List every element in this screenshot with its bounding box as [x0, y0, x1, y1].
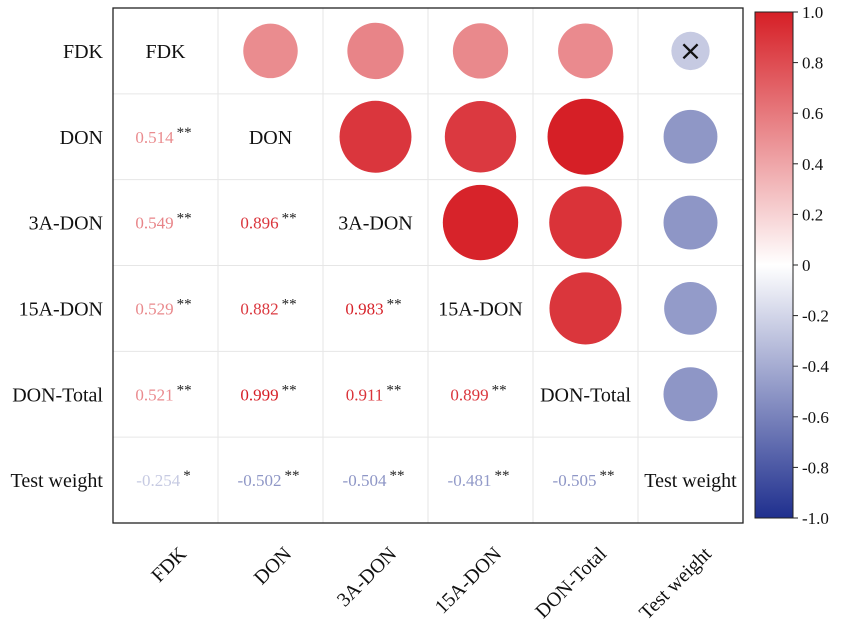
corr-value: 0.514 — [135, 128, 174, 147]
significance-marker: ** — [177, 125, 192, 141]
significance-marker: ** — [387, 296, 402, 312]
y-tick-label: DON — [60, 127, 103, 149]
colorbar-tick-label: -0.6 — [802, 408, 829, 427]
x-axis-labels: FDK DON 3A-DON 15A-DON DON-Total Test weight — [147, 543, 716, 624]
colorbar-tick-label: 0.2 — [802, 205, 823, 224]
corr-value: -0.502 — [238, 471, 282, 490]
colorbar-tick-label: 0.6 — [802, 104, 823, 123]
nonsignificant-cross: × — [679, 34, 702, 67]
corr-circle — [444, 101, 517, 173]
corr-value: 0.529 — [135, 299, 173, 318]
x-tick-label: 15A-DON — [431, 543, 506, 618]
corr-circle — [243, 23, 298, 79]
colorbar-tick-label: 0.8 — [802, 54, 823, 73]
significance-marker: ** — [282, 211, 297, 227]
corr-value-label: 0.911 ** — [346, 382, 402, 404]
corr-value-label: 0.514 ** — [135, 125, 191, 147]
corr-value-label: 0.896 ** — [240, 211, 296, 233]
significance-marker: ** — [599, 468, 614, 484]
corr-value: 0.911 — [346, 385, 384, 404]
grid-layer — [113, 8, 743, 523]
colorbar-tick-label: -1.0 — [802, 509, 829, 528]
y-tick-label: 3A-DON — [29, 213, 103, 235]
corr-value: 0.521 — [135, 385, 173, 404]
x-tick-label: DON — [250, 543, 296, 589]
colorbar: 1.0 0.8 0.6 0.4 0.2 0 -0.2 -0.4 -0.6 -0.8 -1.0 — [754, 3, 829, 528]
corr-value-label: -0.504 ** — [343, 468, 405, 490]
significance-marker: ** — [177, 211, 192, 227]
corr-circle — [549, 272, 622, 345]
corr-circle — [663, 367, 718, 422]
corr-circle — [671, 31, 710, 71]
corr-value: 0.896 — [240, 214, 278, 233]
corr-value: 0.882 — [240, 299, 278, 318]
corr-value-label: -0.481 ** — [448, 468, 510, 490]
y-axis-labels: FDK DON 3A-DON 15A-DON DON-Total Test weight — [11, 41, 104, 492]
significance-marker: ** — [177, 296, 192, 312]
corr-value: -0.481 — [448, 471, 492, 490]
corr-value-label: 0.521 ** — [135, 382, 191, 404]
corr-value-label: 0.529 ** — [135, 296, 191, 318]
corr-value: -0.504 — [343, 471, 387, 490]
significance-marker: ** — [282, 382, 297, 398]
y-tick-label: FDK — [63, 41, 104, 63]
corr-value-label: 0.999 ** — [240, 382, 296, 404]
x-tick-label: FDK — [147, 543, 191, 587]
corr-circle — [549, 186, 622, 259]
corr-value: 0.549 — [135, 214, 173, 233]
plot-frame — [112, 7, 744, 524]
colorbar-tick-label: -0.8 — [802, 458, 829, 477]
diagonal-label: 15A-DON — [438, 298, 522, 320]
corr-value: 0.899 — [450, 385, 488, 404]
significance-marker: ** — [389, 468, 404, 484]
corr-circle — [558, 23, 613, 79]
corr-circle — [664, 282, 717, 335]
x-tick-label: Test weight — [635, 543, 716, 624]
diagonal-label: FDK — [145, 41, 186, 63]
corr-value-label: 0.549 ** — [135, 211, 191, 233]
significance-marker: ** — [177, 382, 192, 398]
corr-value-label: 0.983 ** — [345, 296, 401, 318]
corr-value: 0.983 — [345, 299, 383, 318]
diagonal-label: Test weight — [644, 470, 737, 492]
significance-marker: ** — [386, 382, 401, 398]
corr-circle — [347, 22, 404, 80]
circle-layer — [243, 22, 718, 422]
significance-marker: ** — [282, 296, 297, 312]
significance-marker: ** — [494, 468, 509, 484]
corr-value: -0.505 — [553, 471, 597, 490]
y-tick-label: DON-Total — [12, 384, 103, 406]
corr-value-label: -0.254 * — [136, 468, 190, 490]
corr-circle — [339, 100, 412, 173]
colorbar-tick-label: 0.4 — [802, 155, 824, 174]
corr-circle — [442, 184, 519, 261]
significance-marker: * — [183, 468, 191, 484]
colorbar-tick-label: -0.4 — [802, 357, 829, 376]
significance-marker: ** — [284, 468, 299, 484]
corr-value-label: -0.502 ** — [238, 468, 300, 490]
corr-value: 0.999 — [240, 385, 278, 404]
corr-value-label: 0.882 ** — [240, 296, 296, 318]
corr-circle — [547, 98, 624, 175]
x-tick-label: DON-Total — [531, 543, 611, 623]
colorbar-tick-label: -0.2 — [802, 307, 829, 326]
diagonal-label: 3A-DON — [338, 213, 412, 235]
colorbar-tick-label: 0 — [802, 256, 811, 275]
y-tick-label: Test weight — [11, 470, 104, 492]
diagonal-label: DON — [249, 127, 292, 149]
x-tick-label: 3A-DON — [333, 543, 401, 611]
colorbar-tick-label: 1.0 — [802, 3, 823, 22]
colorbar-gradient — [754, 11, 794, 519]
corr-value-label: 0.899 ** — [450, 382, 506, 404]
diagonal-label: DON-Total — [540, 384, 631, 406]
y-tick-label: 15A-DON — [19, 298, 103, 320]
corr-circle — [663, 195, 718, 250]
corr-value-label: -0.505 ** — [553, 468, 615, 490]
corr-circle — [452, 23, 509, 79]
corr-circle — [663, 109, 718, 164]
significance-marker: ** — [492, 382, 507, 398]
corr-value: -0.254 — [136, 471, 180, 490]
